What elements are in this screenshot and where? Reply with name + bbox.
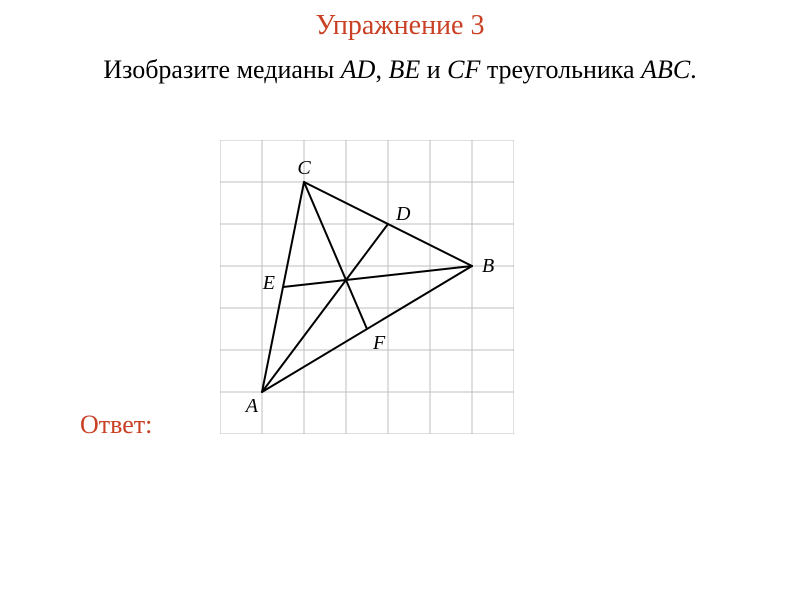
median-CF: [304, 182, 367, 329]
prompt-sep1: ,: [375, 55, 388, 84]
median-cf: CF: [447, 55, 480, 84]
median-ad: AD: [341, 55, 376, 84]
triangle-abc: ABC: [641, 55, 690, 84]
diagram-container: A B C D E F: [220, 140, 514, 434]
prompt-pre: Изобразите медианы: [103, 55, 340, 84]
answer-label: Ответ:: [80, 410, 152, 440]
point-label-B: B: [482, 255, 494, 277]
exercise-title: Упражнение 3: [0, 10, 800, 42]
point-label-C: C: [297, 157, 311, 179]
point-label-D: D: [395, 203, 411, 225]
diagram-svg: A B C D E F: [220, 140, 514, 434]
answer-text: Ответ:: [80, 410, 152, 439]
prompt-post: .: [690, 55, 697, 84]
prompt-sep3: треугольника: [480, 55, 641, 84]
slide: { "title": { "text": "Упражнение 3", "co…: [0, 0, 800, 600]
prompt-sep2: и: [420, 55, 447, 84]
prompt-text: Изобразите медианы AD, BE и CF треугольн…: [40, 54, 760, 87]
title-text: Упражнение 3: [316, 10, 485, 41]
point-label-E: E: [262, 272, 275, 294]
point-label-A: A: [244, 395, 259, 417]
point-label-F: F: [372, 332, 386, 354]
median-be: BE: [388, 55, 420, 84]
